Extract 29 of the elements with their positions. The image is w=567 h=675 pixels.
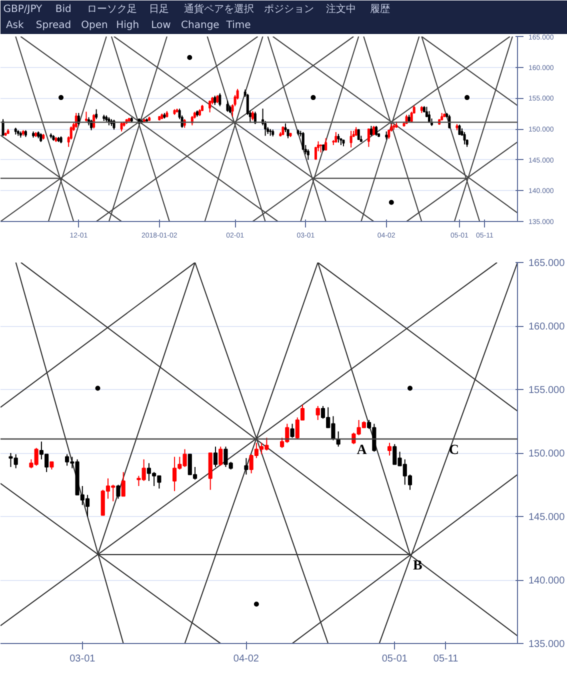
- y-tick-label: 165.000: [528, 258, 566, 269]
- text: 履歴: [370, 4, 390, 15]
- annotation: C: [448, 443, 459, 458]
- text: High: [116, 20, 140, 31]
- x-tick-label: 05-01: [382, 654, 408, 664]
- text: Open: [81, 20, 108, 31]
- x-tick-label: 05-11: [433, 654, 459, 664]
- y-tick-label: 140.000: [528, 576, 566, 586]
- y-tick-label: 150.000: [528, 448, 566, 460]
- y-tick-label: 155.000: [528, 385, 566, 396]
- y-tick-label: 145.000: [528, 512, 566, 523]
- text: Change: [181, 20, 220, 31]
- text: 日足: [149, 4, 170, 15]
- text: 注文中: [326, 3, 356, 15]
- annotation: B: [413, 558, 422, 574]
- y-tick-label: 135.000: [528, 639, 566, 650]
- text: ポジション: [264, 4, 314, 15]
- text: GBP/JPY: [3, 4, 44, 15]
- text: Low: [151, 20, 171, 31]
- text: ローソク足: [87, 4, 138, 15]
- text: Ask: [6, 20, 24, 31]
- text: Time: [225, 20, 251, 31]
- text: Bid: [55, 4, 72, 15]
- text: 通貨ペアを選択: [184, 3, 254, 15]
- x-tick-label: 03-01: [70, 654, 96, 664]
- text: Spread: [36, 20, 72, 31]
- annotation: A: [356, 443, 368, 458]
- y-tick-label: 160.000: [528, 322, 566, 332]
- x-tick-label: 04-02: [233, 654, 260, 664]
